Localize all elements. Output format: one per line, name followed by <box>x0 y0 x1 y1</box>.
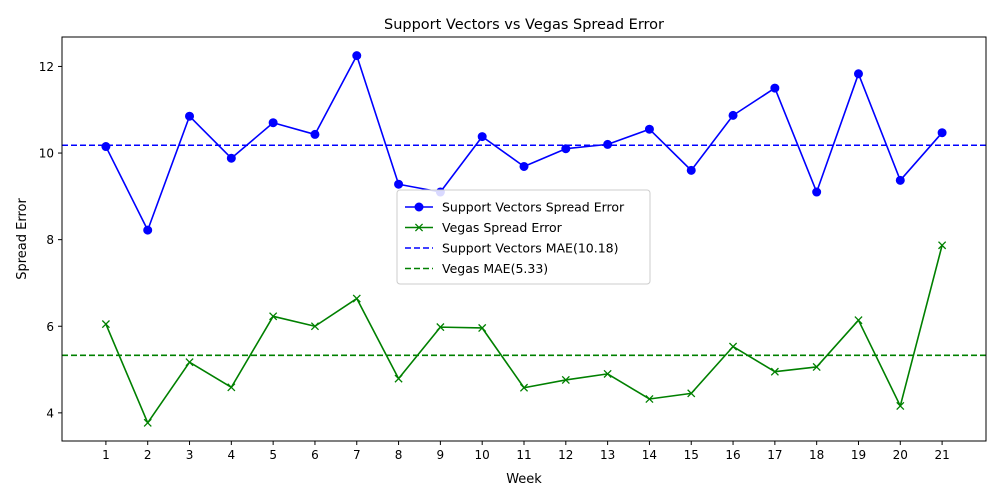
data-point-s1-w12 <box>561 375 570 385</box>
data-point-s0-w2 <box>143 225 153 235</box>
x-tick-label: 11 <box>516 448 531 462</box>
x-tick-label: 5 <box>269 448 277 462</box>
x-tick-label: 17 <box>767 448 782 462</box>
x-tick-label: 16 <box>725 448 740 462</box>
plot-area <box>62 51 986 427</box>
chart-title: Support Vectors vs Vegas Spread Error <box>384 17 664 33</box>
x-tick-label: 18 <box>809 448 824 462</box>
x-tick-label: 12 <box>558 448 573 462</box>
data-point-s1-w15 <box>687 389 696 398</box>
data-point-s0-w12 <box>561 144 571 154</box>
legend: Support Vectors Spread Error Vegas Spread… <box>396 189 651 285</box>
legend-swatch-marker-0 <box>414 202 424 212</box>
data-point-s0-w10 <box>477 132 487 142</box>
x-tick-label: 7 <box>353 448 361 462</box>
data-point-s1-w5 <box>269 312 278 321</box>
data-point-s1-w11 <box>519 383 529 392</box>
data-point-s1-w19 <box>854 316 863 325</box>
data-point-s0-w16 <box>728 110 738 120</box>
data-point-s0-w11 <box>519 161 529 171</box>
x-tick-label: 3 <box>186 448 194 462</box>
data-point-s1-w8 <box>394 374 403 383</box>
data-point-s1-w3 <box>185 358 194 367</box>
y-axis: 4 6 8 10 12 <box>39 60 62 420</box>
y-tick-label: 6 <box>46 320 54 334</box>
data-point-s0-w3 <box>185 111 195 121</box>
x-tick-label: 14 <box>642 448 657 462</box>
data-point-s1-w9 <box>436 323 445 332</box>
y-tick-label: 10 <box>39 147 54 161</box>
data-point-s1-w14 <box>645 394 654 404</box>
y-tick-label: 4 <box>46 406 54 420</box>
data-point-s0-w6 <box>310 129 320 139</box>
data-point-s1-w18 <box>812 362 821 372</box>
x-tick-label: 4 <box>228 448 236 462</box>
data-point-s1-w2 <box>143 418 152 427</box>
data-point-s0-w18 <box>812 187 822 197</box>
legend-label-0: Support Vectors Spread Error <box>442 200 625 215</box>
legend-label-2: Support Vectors MAE(10.18) <box>442 241 618 256</box>
data-point-s0-w13 <box>603 139 613 149</box>
x-axis: 1 2 3 4 5 6 7 8 9 10 11 12 13 14 15 16 17 18 19 20 21 <box>102 441 950 462</box>
legend-label-1: Vegas Spread Error <box>442 220 563 235</box>
x-axis-label: Week <box>506 472 542 487</box>
data-point-s1-w20 <box>896 401 905 410</box>
data-point-s1-w1 <box>101 320 110 329</box>
data-point-s0-w21 <box>937 128 947 138</box>
x-tick-label: 1 <box>102 448 110 462</box>
x-tick-label: 8 <box>395 448 403 462</box>
x-tick-label: 15 <box>684 448 699 462</box>
data-point-s0-w15 <box>686 165 696 175</box>
data-point-s1-w4 <box>227 383 236 392</box>
data-point-s0-w8 <box>394 179 404 189</box>
data-point-s0-w7 <box>352 51 362 61</box>
x-tick-label: 19 <box>851 448 866 462</box>
data-point-s1-w13 <box>603 369 612 378</box>
data-point-s0-w1 <box>101 142 111 152</box>
data-point-s0-w19 <box>853 69 863 79</box>
data-point-s1-w21 <box>938 241 947 250</box>
data-point-s0-w14 <box>644 124 654 134</box>
x-tick-label: 20 <box>893 448 908 462</box>
y-tick-label: 8 <box>46 233 54 247</box>
data-point-s0-w5 <box>268 118 278 128</box>
data-point-s0-w20 <box>895 175 905 185</box>
y-axis-label: Spread Error <box>15 198 30 280</box>
x-tick-label: 6 <box>311 448 319 462</box>
data-point-s1-w6 <box>310 322 320 331</box>
data-point-s1-w7 <box>352 294 361 303</box>
y-tick-label: 12 <box>39 60 54 74</box>
x-tick-label: 13 <box>600 448 615 462</box>
data-point-s1-w10 <box>478 323 487 333</box>
legend-box <box>396 189 651 285</box>
data-point-s1-w17 <box>770 367 779 376</box>
legend-swatch-marker-1 <box>414 223 424 232</box>
data-point-s0-w4 <box>226 153 236 163</box>
x-tick-label: 21 <box>934 448 949 462</box>
legend-label-3: Vegas MAE(5.33) <box>442 261 548 276</box>
x-tick-label: 10 <box>475 448 490 462</box>
x-tick-label: 9 <box>437 448 445 462</box>
data-point-s1-w16 <box>728 342 738 351</box>
data-point-s0-w17 <box>770 83 780 93</box>
x-tick-label: 2 <box>144 448 152 462</box>
